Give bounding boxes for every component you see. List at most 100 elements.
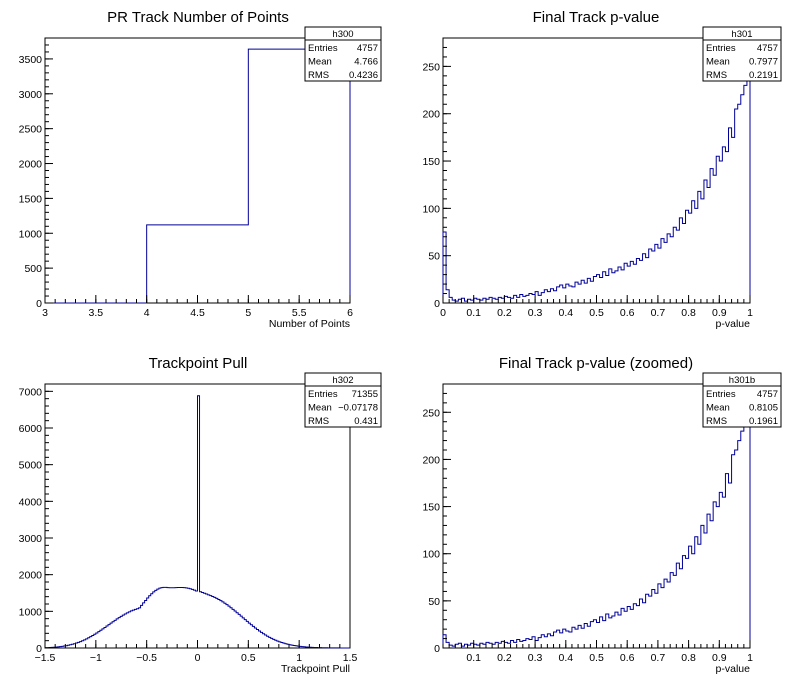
stats-value: 0.431 xyxy=(354,416,378,427)
stats-label: RMS xyxy=(308,70,329,81)
stats-label: RMS xyxy=(706,70,727,81)
x-tick-label: 1.5 xyxy=(343,652,358,664)
x-tick-label: 1 xyxy=(747,652,753,664)
stats-value: 0.1961 xyxy=(749,416,778,427)
x-tick-label: 4 xyxy=(144,307,150,319)
x-tick-label: 0.9 xyxy=(712,307,727,319)
x-tick-label: 5.5 xyxy=(292,307,307,319)
stats-label: RMS xyxy=(308,416,329,427)
stats-value: 0.7977 xyxy=(749,57,778,68)
x-tick-label: 3 xyxy=(42,307,48,319)
x-tick-label: 0.4 xyxy=(558,307,573,319)
chart-title: Final Track p-value (zoomed) xyxy=(499,355,693,372)
x-tick-label: 0.5 xyxy=(589,652,604,664)
y-tick-label: 0 xyxy=(434,298,440,310)
y-tick-label: 3000 xyxy=(19,89,43,101)
y-tick-label: 1000 xyxy=(19,606,43,618)
y-tick-label: 7000 xyxy=(19,386,43,398)
y-tick-label: 500 xyxy=(24,263,42,275)
y-tick-label: 200 xyxy=(422,109,440,121)
y-tick-label: 3000 xyxy=(19,533,43,545)
x-tick-label: −1 xyxy=(90,652,102,664)
plot-frame xyxy=(44,37,351,304)
y-tick-label: 5000 xyxy=(19,460,43,472)
y-tick-label: 150 xyxy=(422,156,440,168)
x-tick-label: 0.6 xyxy=(620,652,635,664)
x-axis-label: Number of Points xyxy=(269,318,350,330)
stats-name: h302 xyxy=(332,375,353,386)
y-tick-label: 50 xyxy=(428,251,440,263)
stats-name: h301b xyxy=(729,375,755,386)
stats-label: RMS xyxy=(706,416,727,427)
stats-name: h300 xyxy=(332,29,353,40)
stats-label: Mean xyxy=(308,403,332,414)
y-tick-label: 50 xyxy=(428,596,440,608)
x-tick-label: 0.8 xyxy=(681,307,696,319)
y-tick-label: 2000 xyxy=(19,159,43,171)
histogram-line xyxy=(45,48,351,304)
stats-value: 4757 xyxy=(357,43,378,54)
stats-value: 4.766 xyxy=(354,57,378,68)
x-tick-label: 3.5 xyxy=(89,307,104,319)
x-tick-label: 0 xyxy=(440,307,446,319)
histogram-line xyxy=(442,421,751,648)
stats-box xyxy=(702,372,782,428)
x-tick-label: 0.2 xyxy=(497,652,512,664)
x-tick-label: 0.9 xyxy=(712,652,727,664)
x-tick-label: 0.7 xyxy=(651,652,666,664)
y-tick-label: 0 xyxy=(434,643,440,655)
histogram-line xyxy=(44,395,350,649)
stats-box xyxy=(304,372,382,428)
x-tick-label: 1 xyxy=(747,307,753,319)
y-tick-label: 100 xyxy=(422,203,440,215)
x-tick-label: 0.4 xyxy=(558,652,573,664)
x-tick-label: −0.5 xyxy=(136,652,157,664)
y-tick-label: 0 xyxy=(36,643,42,655)
x-tick-label: 0.2 xyxy=(497,307,512,319)
y-tick-label: 2500 xyxy=(19,124,43,136)
y-tick-label: 250 xyxy=(422,61,440,73)
stats-label: Mean xyxy=(308,57,332,68)
y-tick-label: 4000 xyxy=(19,496,43,508)
stats-label: Entries xyxy=(308,43,338,54)
stats-name: h301 xyxy=(731,29,752,40)
stats-box xyxy=(304,26,382,82)
y-tick-label: 6000 xyxy=(19,423,43,435)
y-tick-label: 2000 xyxy=(19,570,43,582)
x-tick-label: 0.3 xyxy=(528,652,543,664)
x-tick-label: 0.1 xyxy=(466,652,481,664)
stats-value: 0.8105 xyxy=(749,403,778,414)
y-tick-label: 1000 xyxy=(19,228,43,240)
x-tick-label: 0 xyxy=(195,652,201,664)
y-tick-label: 250 xyxy=(422,407,440,419)
x-tick-label: 0.6 xyxy=(620,307,635,319)
x-axis-label: p-value xyxy=(716,663,751,675)
stats-label: Mean xyxy=(706,403,730,414)
chart-title: Final Track p-value xyxy=(533,9,660,26)
y-tick-label: 100 xyxy=(422,549,440,561)
stats-value: 4757 xyxy=(757,43,778,54)
x-tick-label: 0.1 xyxy=(466,307,481,319)
stats-box xyxy=(702,26,782,82)
x-tick-label: 0.5 xyxy=(241,652,256,664)
stats-value: −0.07178 xyxy=(338,403,378,414)
stats-value: 71355 xyxy=(352,389,378,400)
y-tick-label: 3500 xyxy=(19,54,43,66)
x-axis-label: p-value xyxy=(716,318,751,330)
x-tick-label: 6 xyxy=(347,307,353,319)
x-tick-label: 0.8 xyxy=(681,652,696,664)
chart-title: Trackpoint Pull xyxy=(149,355,248,372)
x-tick-label: 0.7 xyxy=(651,307,666,319)
chart-title: PR Track Number of Points xyxy=(107,9,289,26)
y-tick-label: 200 xyxy=(422,454,440,466)
x-axis-label: Trackpoint Pull xyxy=(281,663,350,675)
x-tick-label: 4.5 xyxy=(190,307,205,319)
x-tick-label: 0.5 xyxy=(589,307,604,319)
x-tick-label: 5 xyxy=(245,307,251,319)
histogram-line xyxy=(442,75,751,303)
x-tick-label: −1.5 xyxy=(35,652,56,664)
stats-value: 0.4236 xyxy=(349,70,378,81)
stats-label: Entries xyxy=(706,43,736,54)
stats-label: Entries xyxy=(706,389,736,400)
y-tick-label: 150 xyxy=(422,502,440,514)
